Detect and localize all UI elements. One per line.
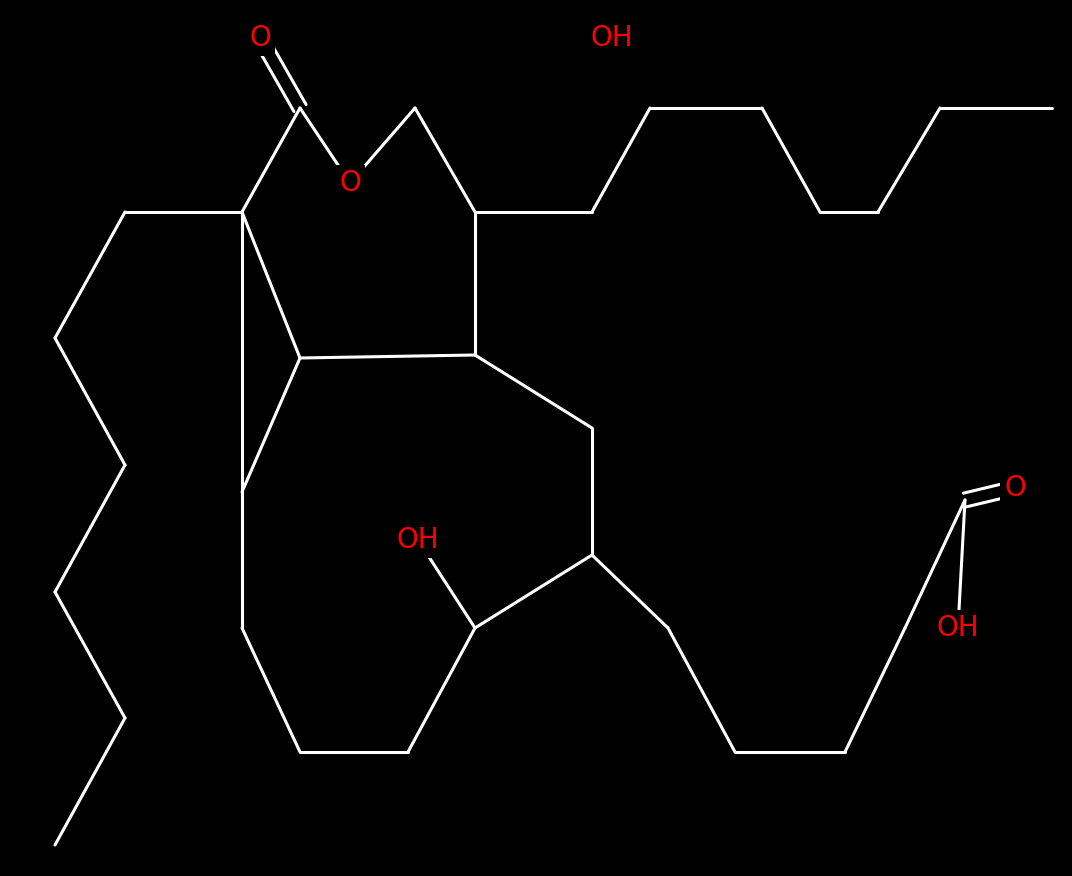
Text: O: O [339,169,361,197]
Text: OH: OH [937,614,980,642]
Text: O: O [1004,474,1026,502]
Text: OH: OH [591,24,634,52]
Text: OH: OH [397,526,440,554]
Text: O: O [249,24,271,52]
